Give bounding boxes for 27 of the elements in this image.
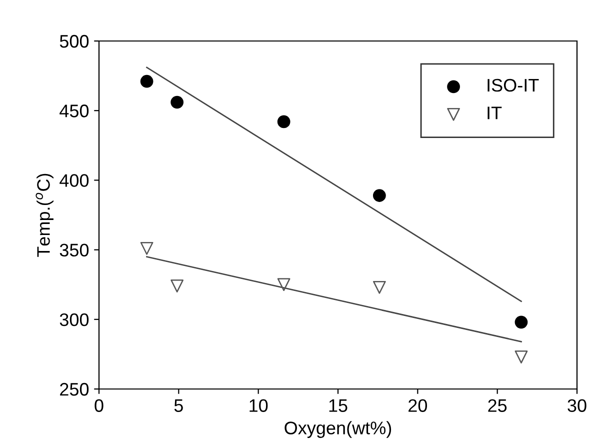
point	[140, 242, 154, 255]
x-tick-label: 30	[568, 399, 586, 412]
point	[372, 280, 386, 294]
point	[514, 316, 528, 329]
x-tick-label: 0	[94, 399, 104, 412]
y-tick-label: 250	[60, 382, 89, 396]
y-tick-label: 300	[60, 313, 89, 326]
point	[277, 115, 290, 128]
y-axis-title: Temp.($^{o}$C)	[36, 174, 54, 257]
point	[140, 74, 154, 88]
y-tick-label: 400	[60, 174, 89, 187]
point	[372, 189, 386, 202]
point	[277, 278, 290, 292]
legend-label: IT	[488, 106, 502, 120]
x-tick-label: 5	[174, 399, 183, 412]
point	[514, 350, 528, 364]
x-tick-label: 10	[250, 399, 268, 412]
point	[170, 96, 184, 109]
x-tick-label: 20	[408, 399, 428, 412]
x-tick-label: 15	[329, 399, 348, 412]
y-tick-label: 350	[60, 244, 89, 257]
y-tick-label: 500	[60, 34, 89, 48]
legend-label: ISO-IT	[488, 78, 539, 92]
x-axis-title: Oxygen(wt%)	[284, 421, 392, 438]
x-tick-label: 25	[488, 399, 507, 412]
y-tick-label: 450	[60, 104, 89, 118]
point	[170, 280, 184, 292]
